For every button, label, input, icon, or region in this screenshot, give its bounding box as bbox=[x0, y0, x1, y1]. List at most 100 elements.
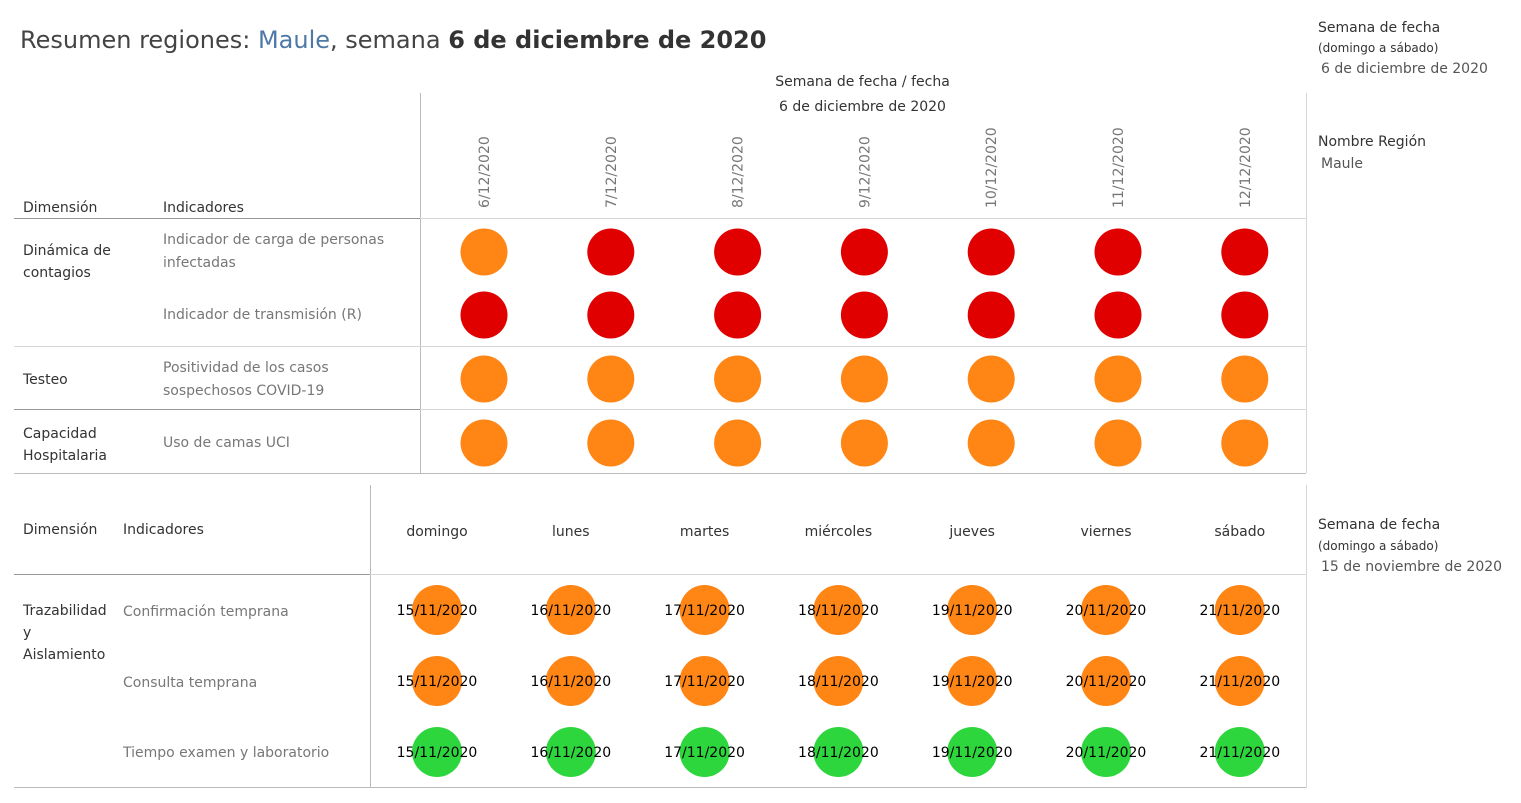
top-status-dot[interactable] bbox=[587, 355, 635, 403]
dim-trazabilidad: Trazabilidad y Aislamiento bbox=[23, 603, 107, 663]
top-status-dot[interactable] bbox=[840, 419, 888, 467]
bottom-status-dot[interactable] bbox=[813, 727, 864, 777]
top-status-dot[interactable] bbox=[714, 355, 762, 403]
bottom-status-dot[interactable] bbox=[545, 656, 596, 706]
bottom-status-dot[interactable] bbox=[813, 656, 864, 706]
bottom-date-label: 21/11/2020 bbox=[1199, 674, 1280, 690]
top-status-dot[interactable] bbox=[460, 355, 508, 403]
top-x-tick-label: 12/12/2020 bbox=[1238, 127, 1254, 208]
top-status-dot[interactable] bbox=[1221, 291, 1269, 339]
top-status-dot[interactable] bbox=[1221, 419, 1269, 467]
title-week: 6 de diciembre de 2020 bbox=[448, 26, 767, 54]
bottom-status-dot[interactable] bbox=[412, 585, 462, 635]
bottom-x-tick-label: domingo bbox=[406, 524, 467, 540]
top-x-tick-label: 10/12/2020 bbox=[984, 127, 1000, 208]
top-status-dot[interactable] bbox=[460, 228, 508, 276]
bottom-status-dot[interactable] bbox=[679, 656, 730, 706]
bottom-status-dot[interactable] bbox=[947, 585, 998, 635]
top-x-tick-label: 11/12/2020 bbox=[1111, 127, 1127, 208]
bottom-status-dot[interactable] bbox=[679, 727, 730, 777]
week-filter-bottom-sub: (domingo a sábado) bbox=[1318, 539, 1439, 553]
bottom-status-dot[interactable] bbox=[1214, 656, 1265, 706]
top-status-dot[interactable] bbox=[840, 228, 888, 276]
top-x-tick-label: 7/12/2020 bbox=[604, 136, 620, 208]
region-filter-label: Nombre Región bbox=[1318, 134, 1427, 150]
week-filter-bottom-label: Semana de fecha bbox=[1318, 517, 1441, 533]
bottom-status-dot[interactable] bbox=[679, 585, 730, 635]
dim-dinamica-contagios: Dinámica de contagios bbox=[23, 243, 111, 281]
top-row-separator-2-right bbox=[420, 409, 1306, 410]
ind-carga-personas: Indicador de carga de personas infectada… bbox=[163, 232, 385, 271]
top-bottom-border bbox=[14, 473, 1306, 474]
bottom-status-dot[interactable] bbox=[545, 727, 596, 777]
bottom-col-indicators: Indicadores bbox=[123, 522, 204, 538]
top-status-dot[interactable] bbox=[460, 291, 508, 339]
bottom-status-dot[interactable] bbox=[412, 656, 462, 706]
ind-confirmacion: Confirmación temprana bbox=[123, 604, 289, 620]
bottom-date-label: 16/11/2020 bbox=[530, 745, 611, 761]
top-x-tick-label: 6/12/2020 bbox=[477, 136, 493, 208]
top-col-indicators: Indicadores bbox=[163, 200, 244, 216]
top-right-border bbox=[1306, 93, 1307, 473]
top-x-tick-label: 9/12/2020 bbox=[857, 136, 873, 208]
top-status-dot[interactable] bbox=[1221, 355, 1269, 403]
top-status-dot[interactable] bbox=[1094, 291, 1142, 339]
top-status-dot[interactable] bbox=[587, 291, 635, 339]
bottom-date-label: 18/11/2020 bbox=[798, 745, 879, 761]
bottom-x-tick-label: jueves bbox=[948, 524, 995, 540]
bottom-date-label: 15/11/2020 bbox=[397, 603, 478, 619]
top-status-dot[interactable] bbox=[840, 291, 888, 339]
bottom-date-label: 20/11/2020 bbox=[1066, 603, 1147, 619]
top-status-dot[interactable] bbox=[1221, 228, 1269, 276]
top-status-dot[interactable] bbox=[1094, 419, 1142, 467]
bottom-date-label: 17/11/2020 bbox=[664, 603, 745, 619]
top-status-dot[interactable] bbox=[840, 355, 888, 403]
bottom-x-tick-label: lunes bbox=[552, 524, 590, 540]
week-filter-bottom-value[interactable]: 15 de noviembre de 2020 bbox=[1321, 559, 1503, 575]
top-status-dot[interactable] bbox=[714, 228, 762, 276]
top-status-dot[interactable] bbox=[714, 291, 762, 339]
bottom-status-dot[interactable] bbox=[1081, 585, 1131, 635]
bottom-date-label: 18/11/2020 bbox=[798, 603, 879, 619]
top-status-dot[interactable] bbox=[460, 419, 508, 467]
bottom-status-dot[interactable] bbox=[545, 585, 596, 635]
top-header-line1: Semana de fecha / fecha bbox=[775, 74, 950, 90]
top-header-line2: 6 de diciembre de 2020 bbox=[779, 99, 946, 115]
top-status-dot[interactable] bbox=[1094, 355, 1142, 403]
top-status-dot[interactable] bbox=[714, 419, 762, 467]
week-filter-value[interactable]: 6 de diciembre de 2020 bbox=[1321, 61, 1488, 77]
top-status-dot[interactable] bbox=[1094, 228, 1142, 276]
bottom-status-dot[interactable] bbox=[947, 727, 998, 777]
top-status-dot[interactable] bbox=[967, 291, 1015, 339]
ind-consulta: Consulta temprana bbox=[123, 675, 258, 691]
dim-testeo: Testeo bbox=[23, 372, 68, 388]
bottom-date-label: 15/11/2020 bbox=[397, 674, 478, 690]
title-prefix: Resumen regiones: bbox=[20, 26, 258, 54]
bottom-date-label: 17/11/2020 bbox=[664, 745, 745, 761]
ind-positividad: Positividad de los casos sospechosos COV… bbox=[163, 360, 329, 399]
bottom-date-label: 20/11/2020 bbox=[1066, 745, 1147, 761]
top-status-dot[interactable] bbox=[967, 228, 1015, 276]
bottom-status-dot[interactable] bbox=[947, 656, 998, 706]
bottom-date-label: 19/11/2020 bbox=[932, 674, 1013, 690]
bottom-x-tick-label: martes bbox=[680, 524, 729, 540]
top-status-dot[interactable] bbox=[587, 419, 635, 467]
bottom-header-rule-right bbox=[370, 574, 1306, 575]
bottom-status-dot[interactable] bbox=[1081, 656, 1131, 706]
bottom-right-border bbox=[1306, 485, 1307, 788]
top-col-dimension: Dimensión bbox=[23, 200, 98, 216]
bottom-status-dot[interactable] bbox=[1214, 727, 1265, 777]
region-filter-value[interactable]: Maule bbox=[1321, 156, 1364, 172]
bottom-status-dot[interactable] bbox=[412, 727, 462, 777]
week-filter-sub: (domingo a sábado) bbox=[1318, 41, 1439, 55]
bottom-date-label: 16/11/2020 bbox=[530, 674, 611, 690]
top-status-dot[interactable] bbox=[967, 419, 1015, 467]
top-status-dot[interactable] bbox=[587, 228, 635, 276]
top-header-rule-right bbox=[420, 218, 1306, 219]
title-region: Maule bbox=[257, 26, 331, 54]
bottom-status-dot[interactable] bbox=[813, 585, 864, 635]
title-mid: , semana bbox=[330, 26, 449, 54]
top-status-dot[interactable] bbox=[967, 355, 1015, 403]
bottom-status-dot[interactable] bbox=[1214, 585, 1265, 635]
bottom-status-dot[interactable] bbox=[1081, 727, 1131, 777]
